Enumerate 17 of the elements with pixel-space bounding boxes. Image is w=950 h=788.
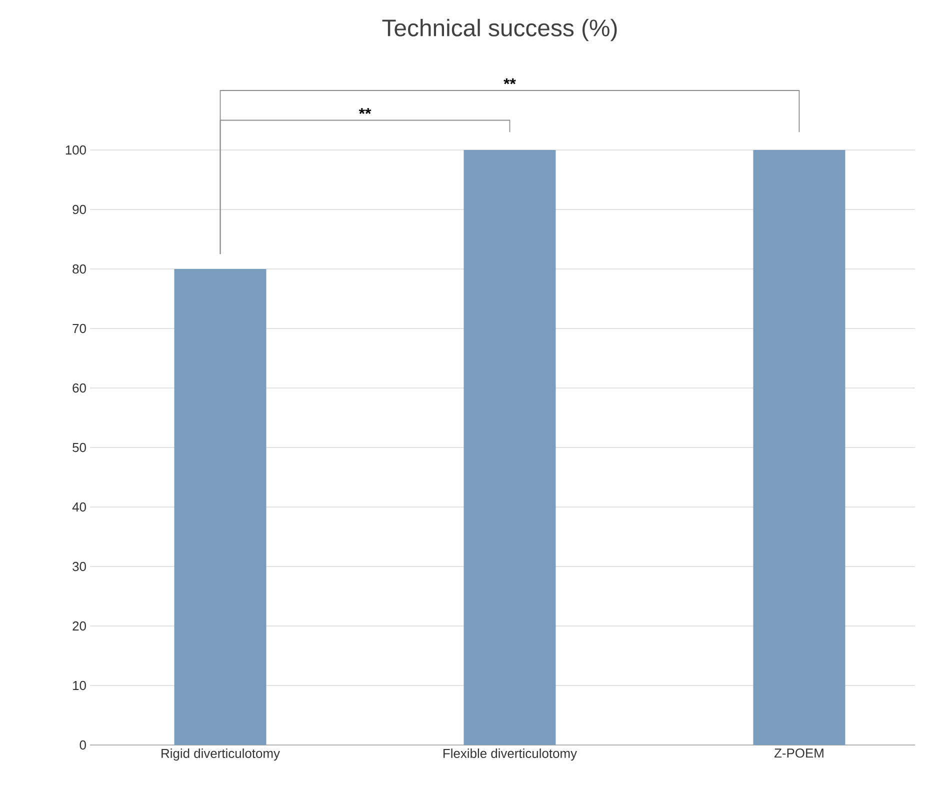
x-tick-label: Flexible diverticulotomy — [444, 748, 577, 761]
chart-title: Technical success (%) — [382, 18, 617, 42]
text: ** — [504, 78, 516, 84]
y-tick-label: 20 — [72, 621, 86, 631]
x-tick-label: Z-POEM — [774, 748, 824, 758]
y-tick-label: 50 — [72, 442, 86, 452]
text: ** — [358, 108, 372, 114]
y-tick-label: 0 — [80, 740, 86, 750]
y-tick-label: 30 — [72, 562, 86, 572]
y-tick-label: 10 — [73, 680, 86, 690]
y-tick-label: 90 — [72, 204, 86, 214]
x-tick-label: Rigid diverticulotomy — [162, 748, 280, 761]
y-tick-label: 60 — [72, 383, 86, 393]
y-tick-label: 40 — [72, 502, 86, 512]
y-tick-label: 80 — [72, 264, 86, 274]
y-tick-label: 100 — [66, 145, 86, 155]
y-tick-label: 70 — [72, 324, 86, 334]
